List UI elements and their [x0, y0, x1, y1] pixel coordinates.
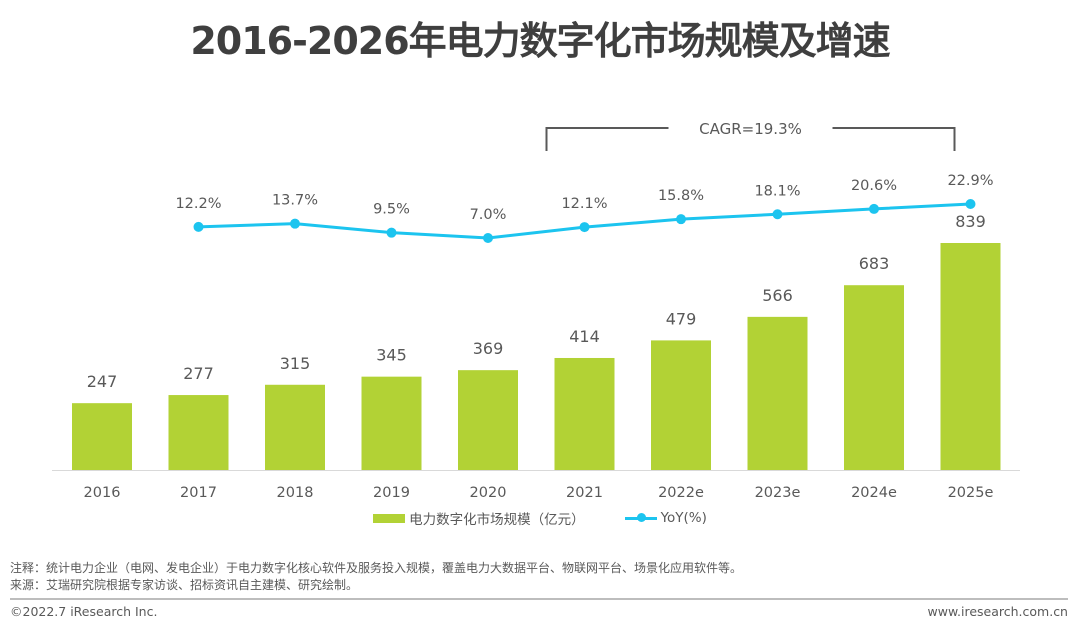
cagr-bracket-right: [832, 127, 956, 151]
x-tick-2020: 2020: [470, 485, 507, 501]
bar-2024e: [844, 285, 904, 470]
yoy-point-2017: [193, 221, 204, 232]
legend-swatch-bar: [373, 513, 406, 523]
bar-label-2016: 247: [87, 372, 118, 391]
legend-item-line: YoY(%): [624, 510, 707, 526]
footer-divider: [10, 598, 1068, 600]
bar-2025e: [940, 243, 1001, 470]
chart-title: 2016-2026年电力数字化市场规模及增速: [190, 19, 890, 63]
x-tick-2016: 2016: [84, 485, 121, 501]
bar-label-2019: 345: [376, 346, 407, 365]
bar-2020: [458, 370, 518, 470]
bar-label-2020: 369: [473, 339, 504, 358]
yoy-point-2021: [579, 222, 590, 233]
x-tick-2017: 2017: [180, 485, 217, 501]
bar-label-2021: 414: [569, 327, 600, 346]
yoy-point-2019: [386, 227, 397, 238]
yoy-label-2022e: 15.8%: [658, 188, 704, 204]
website-link[interactable]: www.iresearch.com.cn: [927, 604, 1069, 619]
bar-label-2017: 277: [183, 364, 214, 383]
legend-label-bar: 电力数字化市场规模（亿元）: [409, 512, 585, 528]
yoy-label-2025e: 22.9%: [947, 173, 993, 189]
bar-2019: [361, 376, 422, 470]
yoy-point-2024e: [869, 203, 879, 214]
source-text: 来源：艾瑞研究院根据专家访谈、招标资讯自主建模、研究绘制。: [10, 578, 359, 592]
bar-label-2022e: 479: [666, 309, 697, 328]
x-tick-2023e: 2023e: [755, 485, 801, 501]
yoy-label-2024e: 20.6%: [851, 178, 897, 194]
yoy-label-2019: 9.5%: [373, 202, 410, 218]
x-tick-2024e: 2024e: [851, 485, 897, 501]
bar-2022e: [651, 340, 711, 470]
x-tick-2019: 2019: [373, 485, 410, 501]
legend-swatch-line: [624, 513, 657, 522]
yoy-label-2017: 12.2%: [175, 196, 221, 212]
bar-2023e: [747, 316, 808, 470]
x-tick-2018: 2018: [277, 485, 314, 501]
yoy-point-2022e: [676, 214, 686, 225]
yoy-point-2025e: [965, 199, 976, 209]
legend-marker-dot: [636, 513, 646, 522]
yoy-point-2020: [483, 233, 493, 243]
yoy-label-2021: 12.1%: [561, 196, 607, 212]
bar-2021: [554, 357, 615, 470]
legend-item-bar: 电力数字化市场规模（亿元）: [373, 508, 585, 528]
bar-label-2025e: 839: [955, 212, 986, 231]
chart-legend: 电力数字化市场规模（亿元） YoY(%): [0, 508, 1080, 528]
yoy-point-2023e: [772, 209, 783, 220]
yoy-label-2018: 13.7%: [272, 193, 318, 209]
bar-2018: [265, 384, 325, 470]
bar-label-2024e: 683: [859, 254, 890, 273]
x-tick-2022e: 2022e: [658, 485, 704, 501]
x-tick-2021: 2021: [566, 485, 603, 501]
yoy-point-2018: [290, 218, 300, 229]
yoy-label-2023e: 18.1%: [754, 183, 800, 199]
legend-label-line: YoY(%): [660, 510, 707, 526]
copyright-text: ©2022.7 iResearch Inc.: [10, 604, 158, 619]
cagr-bracket-left: [545, 127, 669, 151]
note-text: 注释：统计电力企业（电网、发电企业）于电力数字化核心软件及服务投入规模，覆盖电力…: [10, 561, 743, 575]
bar-label-2023e: 566: [762, 286, 793, 305]
cagr-annotation: CAGR=19.3%: [699, 120, 802, 138]
x-tick-2025e: 2025e: [948, 485, 994, 501]
bar-2016: [72, 403, 132, 470]
bar-2017: [168, 395, 229, 470]
yoy-label-2020: 7.0%: [470, 207, 507, 223]
bar-label-2018: 315: [280, 354, 311, 373]
